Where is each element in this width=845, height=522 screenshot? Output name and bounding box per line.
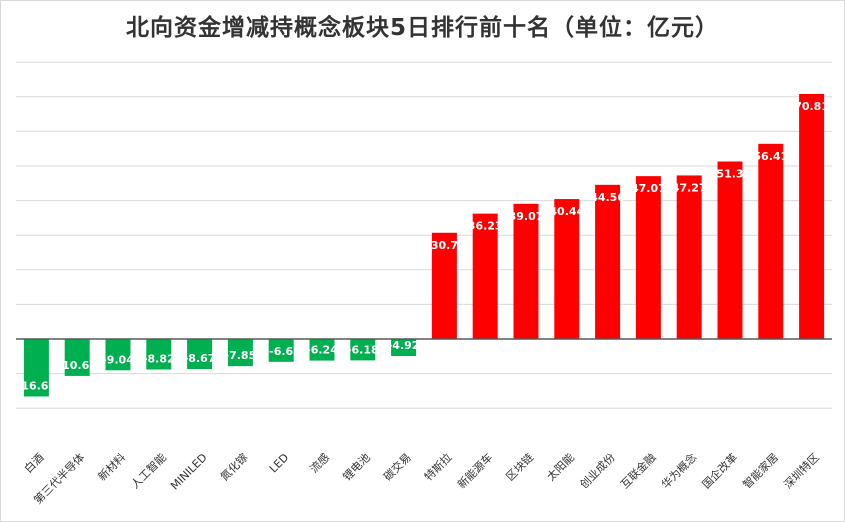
bar: [23, 339, 49, 397]
data-label: 47.27: [672, 181, 707, 194]
data-label: -6.18: [347, 343, 379, 356]
data-label: -6.6: [269, 345, 293, 358]
bar: [431, 232, 457, 339]
data-label: -8.67: [184, 352, 216, 365]
data-label: 36.23: [468, 220, 503, 233]
x-tick-label: 氮化镓: [217, 450, 250, 483]
x-tick-label: 国企改革: [699, 450, 740, 491]
bar: [146, 339, 172, 370]
x-tick-label: 互联金融: [618, 450, 659, 491]
x-tick-label: LED: [267, 451, 291, 475]
data-label: -6.24: [306, 344, 338, 357]
data-label: 51.3: [716, 168, 743, 181]
bar: [187, 339, 213, 369]
x-tick-label: MINILED: [168, 451, 210, 493]
data-label: 40.44: [549, 205, 584, 218]
bar: [799, 93, 825, 339]
bar: [391, 339, 417, 357]
data-label: -8.82: [143, 353, 175, 366]
x-tick-label: 人工智能: [128, 450, 169, 491]
data-label: 30.7: [431, 239, 458, 252]
x-tick-label: 太阳能: [544, 450, 577, 483]
data-label: 56.41: [753, 150, 788, 163]
x-tick-label: 特斯拉: [421, 450, 454, 483]
data-label: -7.85: [225, 349, 257, 362]
bar: [227, 339, 253, 367]
bar: [676, 175, 702, 339]
x-tick-label: 新材料: [95, 450, 128, 483]
bar: [268, 339, 294, 362]
data-label: -16.61: [17, 379, 56, 392]
data-label: 39.07: [509, 210, 544, 223]
x-tick-label: 深圳特区: [781, 450, 822, 491]
x-tick-label: 创业成份: [577, 451, 617, 491]
bar: [513, 203, 539, 339]
bar: [64, 339, 90, 376]
data-label: 47.07: [631, 182, 666, 195]
x-tick-label: 智能家居: [740, 450, 781, 491]
bar: [717, 161, 743, 339]
x-tick-label: 华为概念: [658, 450, 699, 491]
bar: [350, 339, 376, 361]
bar: [554, 199, 580, 339]
bar: [105, 339, 131, 371]
x-tick-label: 锂电池: [340, 450, 373, 483]
data-label: 44.56: [590, 191, 625, 204]
data-label: 70.81: [794, 100, 829, 113]
bar: [309, 339, 335, 361]
bar: [472, 213, 498, 339]
bar: [758, 143, 784, 339]
x-tick-label: 新能源车: [454, 450, 495, 491]
chart-title: 北向资金增减持概念板块5日排行前十名（单位：亿元）: [125, 15, 719, 41]
data-label: -9.04: [102, 353, 134, 366]
data-label: -4.92: [388, 339, 420, 352]
x-tick-label: 碳交易: [380, 450, 413, 483]
bar: [635, 176, 661, 339]
x-tick-label: 流感: [307, 450, 332, 475]
x-tick-label: 区块链: [503, 450, 536, 483]
bar: [595, 184, 621, 339]
x-tick-label: 白酒: [21, 450, 46, 475]
data-label: -10.67: [58, 359, 97, 372]
